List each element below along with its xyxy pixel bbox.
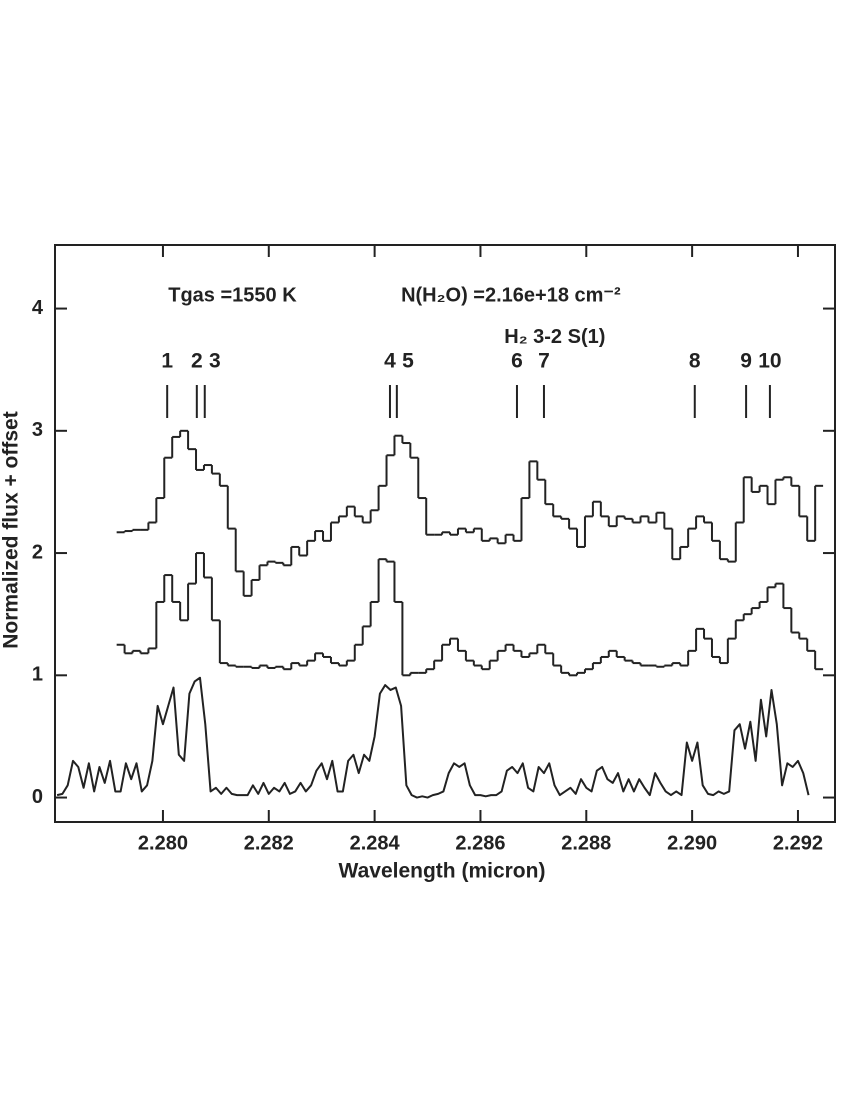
line-marker-label: 10 — [758, 350, 781, 373]
annotation: N(H₂O) =2.16e+18 cm⁻² — [401, 285, 621, 307]
x-tick-label: 2.282 — [244, 832, 294, 854]
line-marker-label: 5 — [402, 350, 414, 373]
line-marker-label: 1 — [161, 350, 173, 373]
y-tick-label: 3 — [32, 419, 43, 441]
annotation: Tgas =1550 K — [168, 285, 297, 307]
annotation: H₂ 3-2 S(1) — [504, 326, 605, 348]
x-tick-label: 2.280 — [138, 832, 188, 854]
y-tick-label: 0 — [32, 786, 43, 808]
line-marker-label: 3 — [209, 350, 221, 373]
x-tick-label: 2.284 — [350, 832, 401, 854]
line-marker-label: 8 — [689, 350, 701, 373]
x-tick-label: 2.286 — [455, 832, 505, 854]
y-tick-label: 4 — [32, 297, 44, 319]
line-marker-label: 4 — [384, 350, 396, 373]
plot-frame — [54, 244, 836, 823]
line-marker-label: 9 — [740, 350, 752, 373]
x-tick-label: 2.288 — [561, 832, 611, 854]
x-tick-label: 2.292 — [773, 832, 823, 854]
y-tick-label: 2 — [32, 541, 43, 563]
y-axis-label: Normalized flux + offset — [0, 411, 23, 648]
x-axis-label: Wavelength (micron) — [339, 860, 546, 883]
line-marker-label: 6 — [511, 350, 523, 373]
line-marker-label: 2 — [191, 350, 203, 373]
y-tick-label: 1 — [32, 664, 43, 686]
spectrum-line — [56, 676, 810, 799]
x-tick-label: 2.290 — [667, 832, 717, 854]
line-marker-label: 7 — [538, 350, 550, 373]
